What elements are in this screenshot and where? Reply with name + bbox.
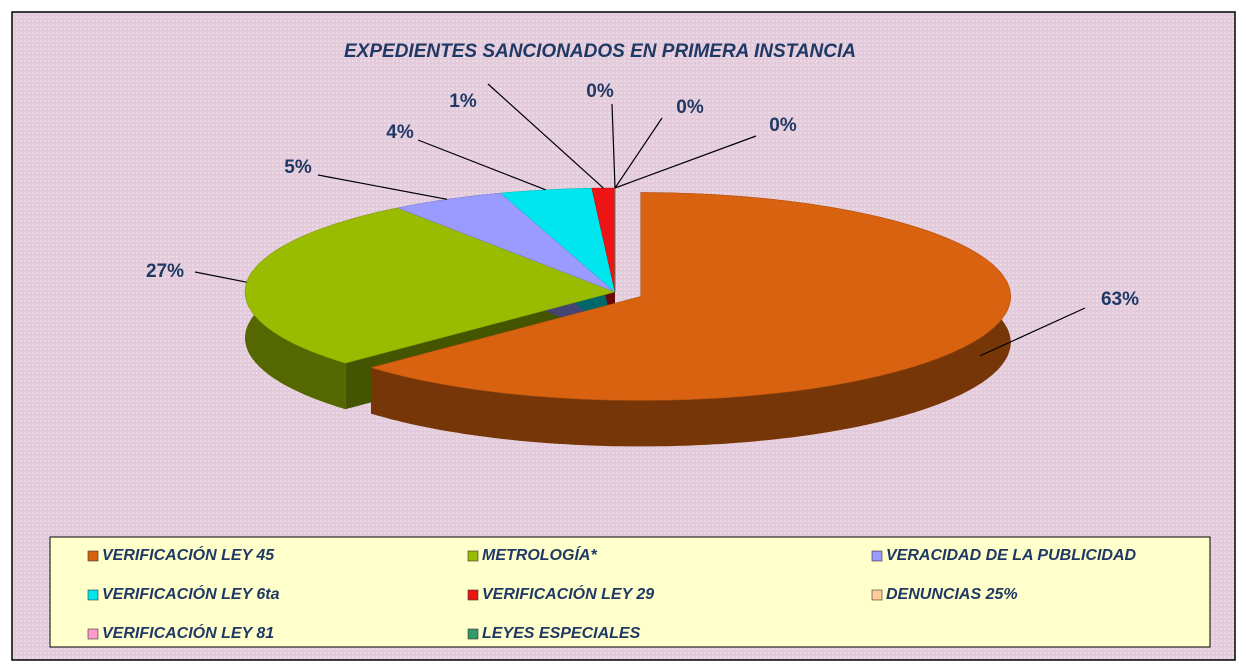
data-label: 5% xyxy=(284,157,312,178)
legend-swatch xyxy=(87,550,99,562)
legend-swatch xyxy=(871,550,883,562)
pie xyxy=(244,187,1011,447)
legend-label: LEYES ESPECIALES xyxy=(482,625,641,642)
data-label: 63% xyxy=(1101,289,1139,310)
legend-label: VERIFICACIÓN LEY 6ta xyxy=(102,584,280,603)
legend-swatch xyxy=(467,550,479,562)
legend-label: VERIFICACIÓN LEY 29 xyxy=(482,584,654,603)
data-label: 0% xyxy=(586,81,614,102)
legend-swatch xyxy=(467,589,479,601)
leader-line xyxy=(611,103,616,189)
leader-line xyxy=(417,139,546,191)
chart-title: EXPEDIENTES SANCIONADOS EN PRIMERA INSTA… xyxy=(344,41,856,62)
legend-swatch xyxy=(87,628,99,640)
legend-swatch xyxy=(467,628,479,640)
leader-line xyxy=(614,135,757,189)
leader-line xyxy=(614,117,663,189)
legend-swatch xyxy=(871,589,883,601)
leader-line xyxy=(980,307,1086,357)
data-label: 0% xyxy=(769,115,797,136)
legend-label: VERIFICACIÓN LEY 81 xyxy=(102,623,274,642)
leader-line xyxy=(194,271,247,283)
legend-label: VERACIDAD DE LA PUBLICIDAD xyxy=(886,547,1137,564)
legend-label: DENUNCIAS 25% xyxy=(886,586,1018,603)
data-label: 4% xyxy=(386,122,414,143)
slice xyxy=(370,192,1011,401)
legend-box xyxy=(49,536,1211,648)
slice xyxy=(396,192,616,293)
data-label: 0% xyxy=(676,97,704,118)
data-label: 1% xyxy=(449,91,477,112)
data-label: 27% xyxy=(146,261,184,282)
leader-line xyxy=(487,83,604,189)
slice xyxy=(500,187,616,293)
legend-label: METROLOGÍA* xyxy=(482,545,597,564)
legend-label: VERIFICACIÓN LEY 45 xyxy=(102,545,275,564)
legend-swatch xyxy=(87,589,99,601)
leader-line xyxy=(317,174,448,200)
